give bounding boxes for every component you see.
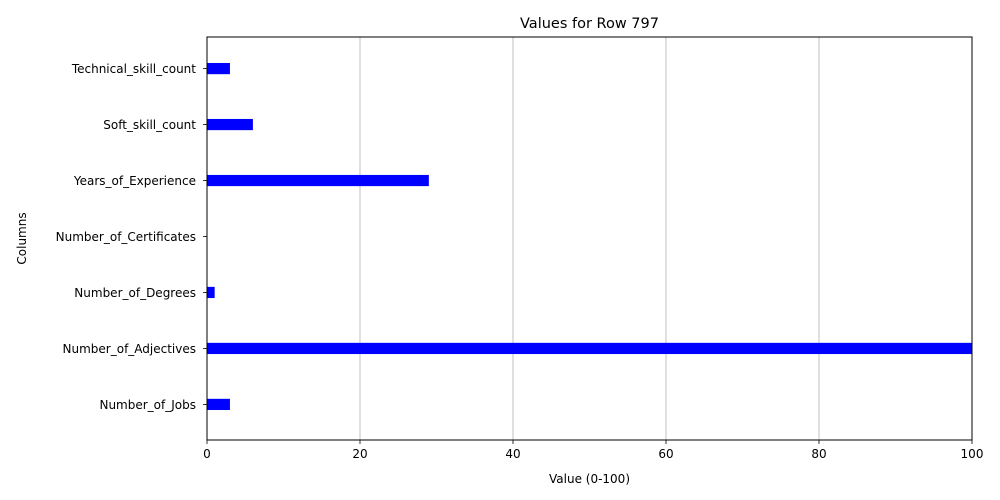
chart-title: Values for Row 797 [520,16,659,32]
y-tick-label: Soft_skill_count [103,118,196,132]
x-tick-label: 0 [203,447,211,461]
grid-lines [206,37,973,440]
bar-number-of-degrees [207,286,215,299]
y-tick-label: Number_of_Jobs [99,398,196,412]
x-tick-label: 80 [811,447,826,461]
x-axis-ticks: 0 20 40 60 80 100 [203,440,983,461]
x-axis-label: Value (0-100) [549,472,630,486]
bar-soft-skill-count [207,118,253,131]
bars [207,62,972,411]
x-tick-label: 100 [961,447,984,461]
y-tick-label: Technical_skill_count [71,62,196,76]
plot-frame [206,36,973,441]
y-tick-label: Number_of_Degrees [74,286,196,300]
bar-number-of-jobs [207,398,230,411]
bar-number-of-adjectives [207,342,972,355]
x-tick-label: 40 [505,447,520,461]
x-tick-label: 20 [352,447,367,461]
x-tick-label: 60 [658,447,673,461]
y-tick-label: Number_of_Adjectives [63,342,196,356]
y-axis-ticks: Number_of_Jobs Number_of_Adjectives Number… [56,62,207,412]
y-tick-label: Years_of_Experience [73,174,196,188]
bar-years-of-experience [207,174,429,187]
y-tick-label: Number_of_Certificates [56,230,196,244]
bar-technical-skill-count [207,62,230,75]
y-axis-label: Columns [15,212,29,264]
